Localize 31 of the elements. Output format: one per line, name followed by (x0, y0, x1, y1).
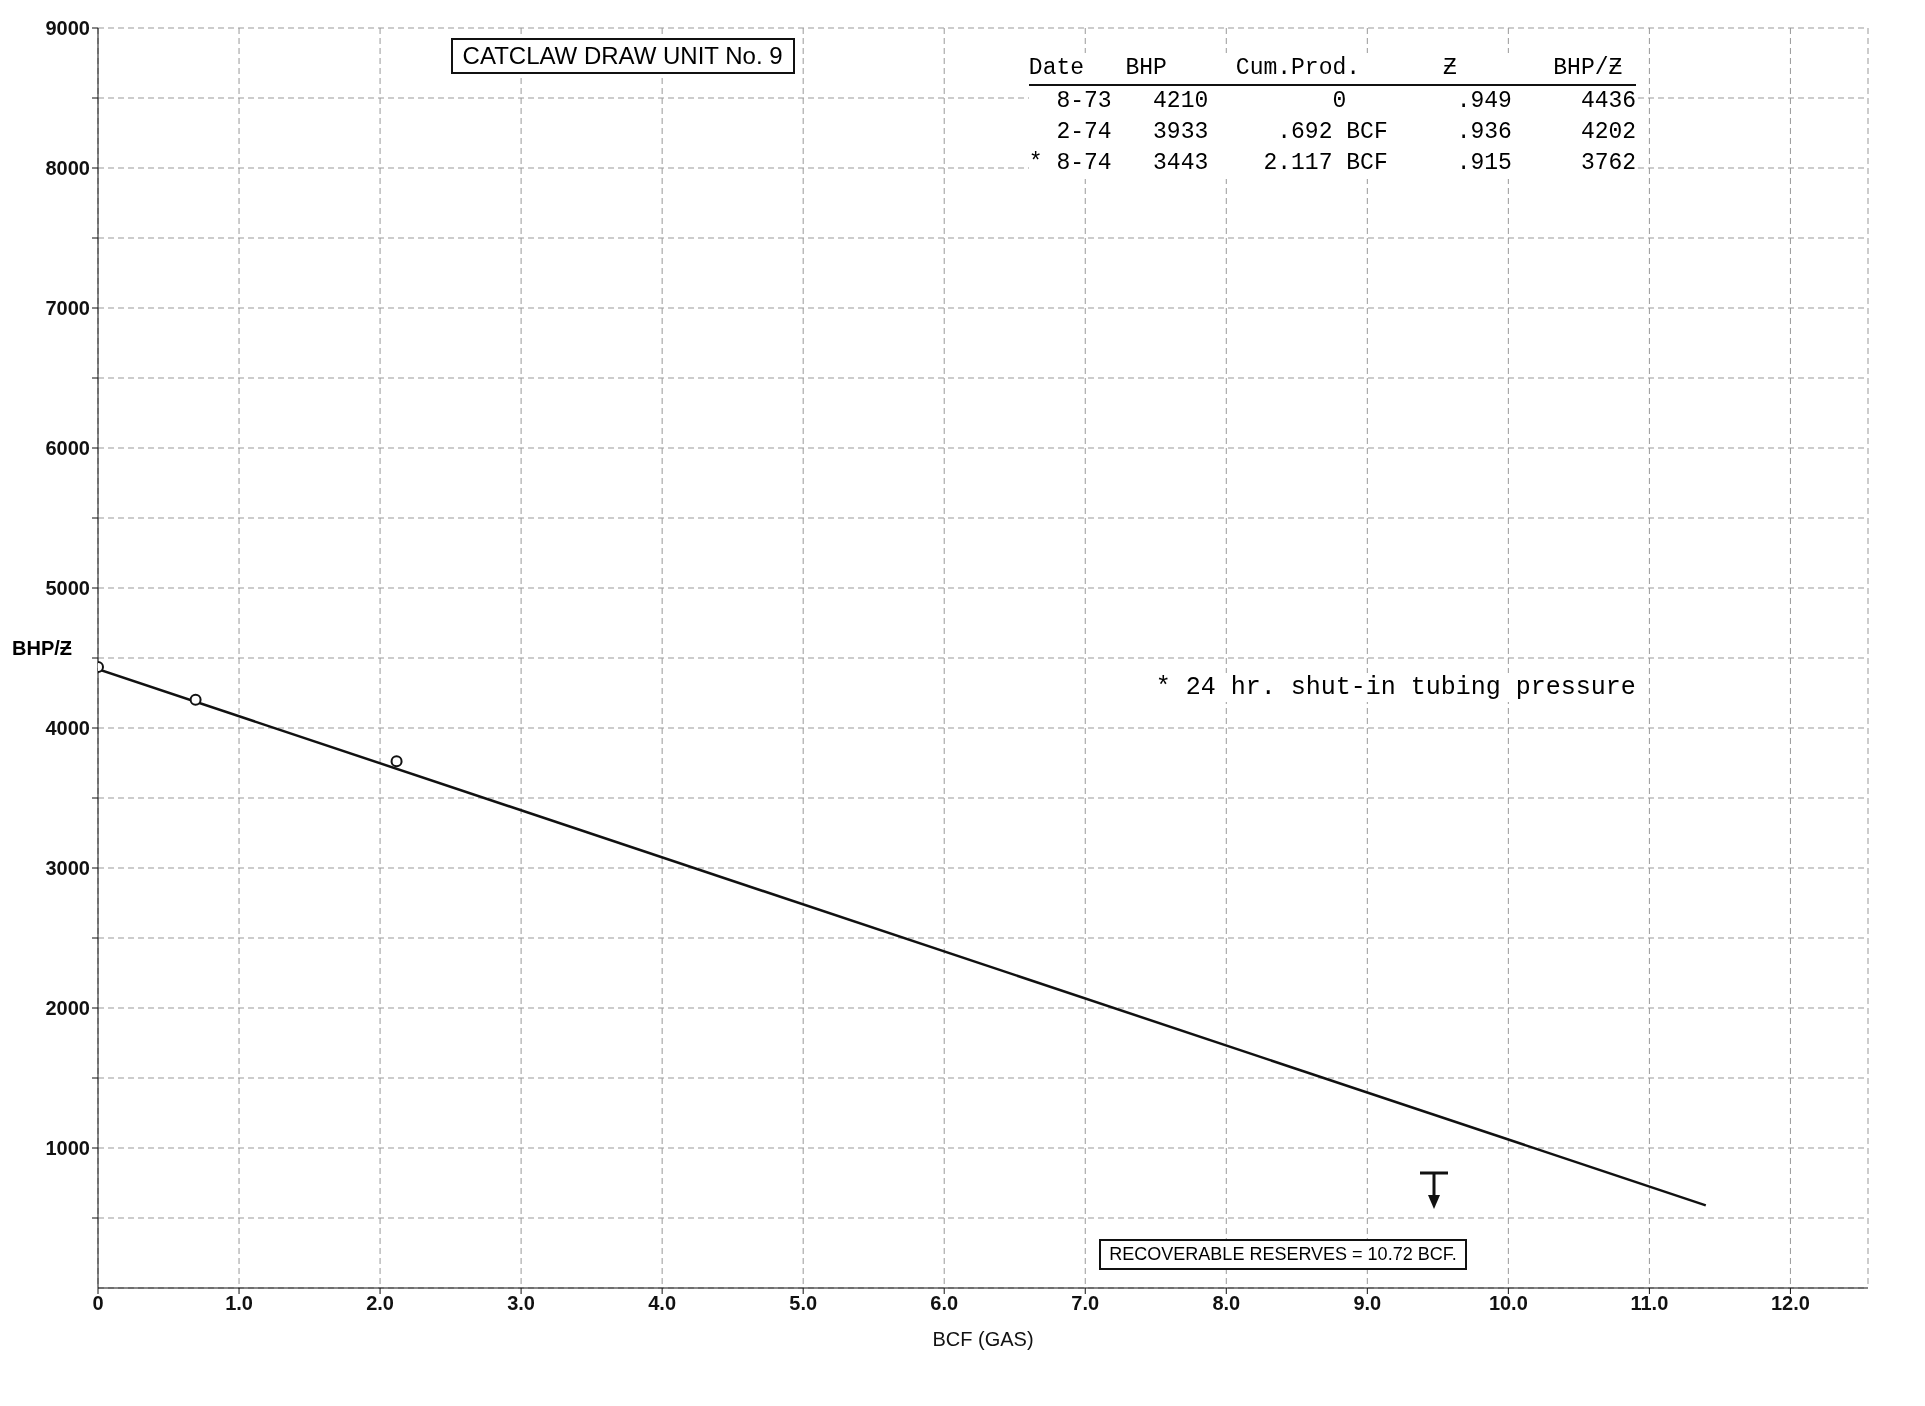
y-tick-label: 2000 (45, 997, 90, 1020)
annotation: 2-74 3933 .692 BCF .936 4202 (1055, 118, 1637, 147)
annotation: * 24 hr. shut-in tubing pressure (1155, 673, 1636, 702)
x-tick-label: 10.0 (1488, 1292, 1528, 1315)
y-tick-label: 5000 (45, 577, 90, 600)
y-tick-label: 9000 (45, 17, 90, 40)
x-tick-label: 11.0 (1630, 1292, 1669, 1315)
text: CATCLAW DRAW UNIT No. 9 (450, 38, 795, 74)
x-tick-label: 8.0 (1212, 1292, 1241, 1315)
y-tick-label: 7000 (45, 297, 90, 320)
x-tick-label: 5.0 (789, 1292, 818, 1315)
y-tick-label: 4000 (45, 717, 90, 740)
annotation: RECOVERABLE RESERVES = 10.72 BCF. (1099, 1239, 1467, 1270)
y-tick-label: 6000 (45, 437, 90, 460)
y-tick-label: 8000 (45, 157, 90, 180)
x-tick-label: 1.0 (225, 1292, 253, 1315)
x-tick-label: 9.0 (1353, 1292, 1382, 1315)
x-tick-label: 4.0 (648, 1292, 677, 1315)
y-tick-label: 3000 (45, 857, 90, 880)
x-axis-title: BCF (GAS) (932, 1328, 1034, 1350)
y-tick-label: 1000 (45, 1137, 90, 1160)
annotation: 8-73 4210 0 .949 4436 (1055, 87, 1637, 116)
annotation: Date BHP Cum.Prod. Ƶ BHP/Ƶ (1028, 53, 1637, 86)
x-tick-label: 3.0 (507, 1292, 536, 1315)
x-tick-label: 12.0 (1770, 1292, 1810, 1315)
x-tick-label: 6.0 (930, 1292, 959, 1315)
x-tick-label: 2.0 (366, 1292, 394, 1315)
x-tick-label: 7.0 (1071, 1292, 1100, 1315)
y-axis-title: BHP/Ƶ (12, 637, 72, 660)
annotation: * 8-74 3443 2.117 BCF .915 3762 (1028, 149, 1637, 178)
x-tick-label: 0 (92, 1292, 104, 1315)
